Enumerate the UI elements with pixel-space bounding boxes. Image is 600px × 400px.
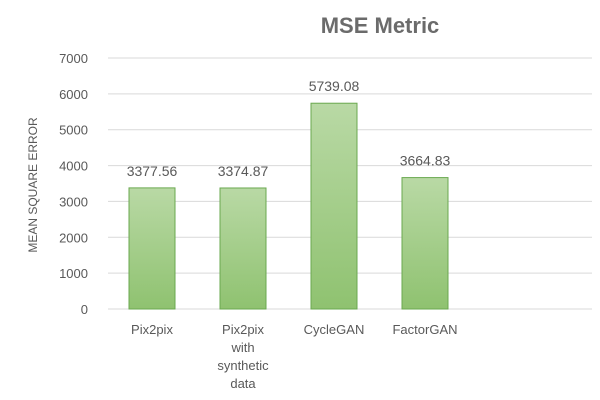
x-axis-categories: Pix2pix Pix2pix with synthetic data CycleGAN F… [131,322,457,391]
data-labels: 3377.56 3374.87 5739.08 3664.83 [127,78,451,179]
y-tick-label: 5000 [59,123,88,138]
bar [128,187,176,310]
bar [401,177,449,310]
data-label: 3664.83 [400,153,451,169]
y-tick-label: 4000 [59,159,88,174]
y-tick-label: 3000 [59,194,88,209]
bar [310,102,358,310]
data-label: 5739.08 [309,78,360,94]
y-tick-label: 0 [81,302,88,317]
y-tick-label: 1000 [59,266,88,281]
y-axis-label: MEAN SQUARE ERROR [26,117,40,253]
category-label: FactorGAN [392,322,457,337]
bar [219,187,267,310]
y-tick-label: 2000 [59,230,88,245]
y-tick-label: 7000 [59,51,88,66]
category-label: Pix2pix [131,322,173,337]
data-label: 3377.56 [127,163,178,179]
bars [128,102,449,310]
data-label: 3374.87 [218,163,269,179]
y-axis-ticks: 0 1000 2000 3000 4000 5000 6000 7000 [59,51,88,317]
y-tick-label: 6000 [59,87,88,102]
chart-title: MSE Metric [321,13,440,38]
category-label: Pix2pix with synthetic data [217,322,269,391]
category-label: CycleGAN [304,322,365,337]
